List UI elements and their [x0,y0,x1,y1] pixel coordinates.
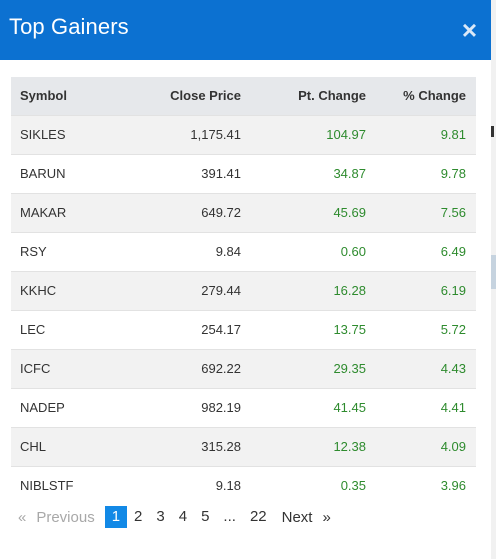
page-3-button[interactable]: 3 [156,508,165,525]
close-price-cell: 315.28 [118,426,251,466]
pt-change-cell: 13.75 [251,309,376,349]
symbol-cell: CHL [11,426,118,466]
modal-header: Top Gainers × [0,0,491,60]
symbol-cell: RSY [11,231,118,271]
table-row[interactable]: SIKLES 1,175.41 104.97 9.81 [11,114,476,154]
close-price-cell: 9.18 [118,465,251,505]
background-page-edge [491,0,496,559]
table-row[interactable]: BARUN 391.41 34.87 9.78 [11,153,476,193]
pt-change-cell: 104.97 [251,114,376,154]
close-price-cell: 254.17 [118,309,251,349]
pt-change-cell: 0.35 [251,465,376,505]
modal-title: Top Gainers [9,14,129,39]
pt-change-cell: 12.38 [251,426,376,466]
table-row[interactable]: KKHC 279.44 16.28 6.19 [11,270,476,310]
page-2-button[interactable]: 2 [134,508,143,525]
symbol-cell: LEC [11,309,118,349]
close-price-cell: 982.19 [118,387,251,427]
pt-change-cell: 41.45 [251,387,376,427]
background-tab-edge [491,255,496,289]
pct-change-cell: 6.19 [376,270,476,310]
pct-change-cell: 5.72 [376,309,476,349]
pct-change-cell: 6.49 [376,231,476,271]
close-icon[interactable]: × [461,15,477,45]
close-price-cell: 9.84 [118,231,251,271]
previous-button: Previous [36,508,95,526]
table-header-row: Symbol Close Price Pt. Change % Change [11,77,476,115]
background-glyph [491,126,494,137]
symbol-cell: BARUN [11,153,118,193]
gainers-table: Symbol Close Price Pt. Change % Change S… [11,77,476,505]
col-close-price[interactable]: Close Price [170,88,241,104]
table-row[interactable]: ICFC 692.22 29.35 4.43 [11,348,476,388]
table-row[interactable]: LEC 254.17 13.75 5.72 [11,309,476,349]
pt-change-cell: 29.35 [251,348,376,388]
table-row[interactable]: MAKAR 649.72 45.69 7.56 [11,192,476,232]
page-1-button[interactable]: 1 [104,506,128,528]
col-pct-change[interactable]: % Change [403,88,466,104]
close-price-cell: 391.41 [118,153,251,193]
pct-change-cell: 3.96 [376,465,476,505]
pct-change-cell: 7.56 [376,192,476,232]
page-4-button[interactable]: 4 [178,508,188,525]
pct-change-cell: 9.78 [376,153,476,193]
symbol-cell: NIBLSTF [11,465,118,505]
close-price-cell: 649.72 [118,192,251,232]
table-row[interactable]: NIBLSTF 9.18 0.35 3.96 [11,465,476,505]
next-button[interactable]: Next [281,508,313,526]
prev-arrow-icon: « [18,508,27,526]
symbol-cell: NADEP [11,387,118,427]
table-row[interactable]: RSY 9.84 0.60 6.49 [11,231,476,271]
pct-change-cell: 4.09 [376,426,476,466]
close-price-cell: 1,175.41 [118,114,251,154]
pct-change-cell: 9.81 [376,114,476,154]
pt-change-cell: 45.69 [251,192,376,232]
table-body: SIKLES 1,175.41 104.97 9.81 BARUN 391.41 34.87… [11,114,476,505]
symbol-cell: KKHC [11,270,118,310]
pagination: « Previous 1 2 3 4 5 ... 22 Next » [18,506,331,528]
pagination-ellipsis: ... [223,508,236,525]
close-price-cell: 692.22 [118,348,251,388]
pt-change-cell: 0.60 [251,231,376,271]
page-22-button[interactable]: 22 [249,508,267,525]
col-symbol[interactable]: Symbol [20,88,67,104]
next-arrow-icon[interactable]: » [322,508,331,526]
close-price-cell: 279.44 [118,270,251,310]
table-row[interactable]: NADEP 982.19 41.45 4.41 [11,387,476,427]
pt-change-cell: 16.28 [251,270,376,310]
symbol-cell: MAKAR [11,192,118,232]
table-row[interactable]: CHL 315.28 12.38 4.09 [11,426,476,466]
col-pt-change[interactable]: Pt. Change [298,88,366,104]
symbol-cell: SIKLES [11,114,118,154]
pt-change-cell: 34.87 [251,153,376,193]
symbol-cell: ICFC [11,348,118,388]
pct-change-cell: 4.41 [376,387,476,427]
page-5-button[interactable]: 5 [201,508,210,525]
pct-change-cell: 4.43 [376,348,476,388]
